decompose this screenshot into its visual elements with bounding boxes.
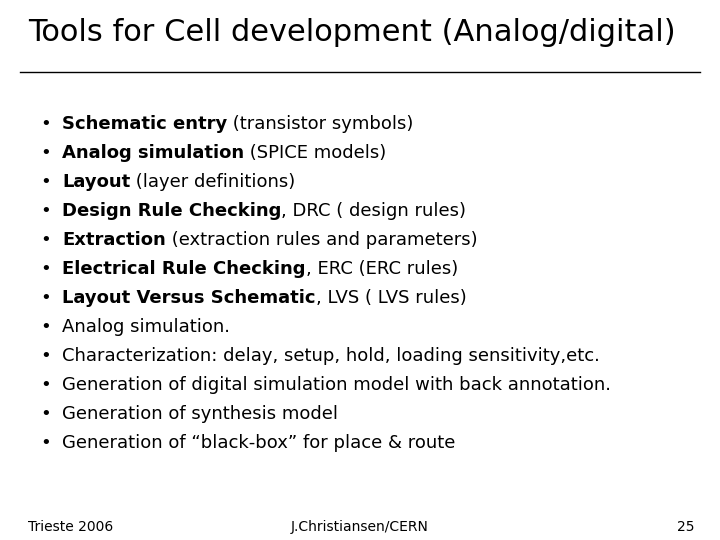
Text: •: • xyxy=(40,376,50,394)
Text: Tools for Cell development (Analog/digital): Tools for Cell development (Analog/digit… xyxy=(28,18,675,47)
Text: •: • xyxy=(40,289,50,307)
Text: (layer definitions): (layer definitions) xyxy=(130,173,295,191)
Text: Generation of digital simulation model with back annotation.: Generation of digital simulation model w… xyxy=(62,376,611,394)
Text: •: • xyxy=(40,347,50,365)
Text: (SPICE models): (SPICE models) xyxy=(244,144,387,162)
Text: Electrical Rule Checking: Electrical Rule Checking xyxy=(62,260,305,278)
Text: Layout Versus Schematic: Layout Versus Schematic xyxy=(62,289,315,307)
Text: •: • xyxy=(40,202,50,220)
Text: 25: 25 xyxy=(678,520,695,534)
Text: , ERC (ERC rules): , ERC (ERC rules) xyxy=(305,260,458,278)
Text: (transistor symbols): (transistor symbols) xyxy=(228,115,413,133)
Text: Extraction: Extraction xyxy=(62,231,166,249)
Text: Analog simulation.: Analog simulation. xyxy=(62,318,230,336)
Text: •: • xyxy=(40,434,50,452)
Text: Layout: Layout xyxy=(62,173,130,191)
Text: Trieste 2006: Trieste 2006 xyxy=(28,520,113,534)
Text: (extraction rules and parameters): (extraction rules and parameters) xyxy=(166,231,477,249)
Text: •: • xyxy=(40,115,50,133)
Text: Analog simulation: Analog simulation xyxy=(62,144,244,162)
Text: •: • xyxy=(40,318,50,336)
Text: Schematic entry: Schematic entry xyxy=(62,115,228,133)
Text: J.Christiansen/CERN: J.Christiansen/CERN xyxy=(291,520,429,534)
Text: Characterization: delay, setup, hold, loading sensitivity,etc.: Characterization: delay, setup, hold, lo… xyxy=(62,347,600,365)
Text: •: • xyxy=(40,405,50,423)
Text: •: • xyxy=(40,144,50,162)
Text: Generation of “black-box” for place & route: Generation of “black-box” for place & ro… xyxy=(62,434,455,452)
Text: , LVS ( LVS rules): , LVS ( LVS rules) xyxy=(315,289,467,307)
Text: •: • xyxy=(40,231,50,249)
Text: •: • xyxy=(40,260,50,278)
Text: Design Rule Checking: Design Rule Checking xyxy=(62,202,282,220)
Text: , DRC ( design rules): , DRC ( design rules) xyxy=(282,202,467,220)
Text: Generation of synthesis model: Generation of synthesis model xyxy=(62,405,338,423)
Text: •: • xyxy=(40,173,50,191)
